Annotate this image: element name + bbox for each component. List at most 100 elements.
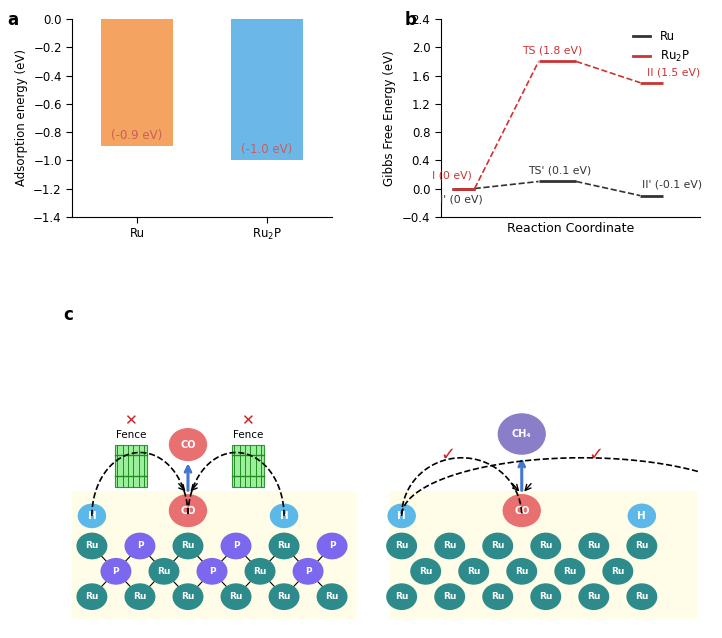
Circle shape: [628, 504, 656, 528]
Text: P: P: [136, 542, 143, 551]
Circle shape: [627, 584, 656, 609]
FancyBboxPatch shape: [70, 491, 357, 620]
Circle shape: [317, 533, 347, 559]
Circle shape: [531, 533, 560, 559]
Bar: [115, 445, 147, 487]
Circle shape: [435, 533, 464, 559]
Text: b: b: [404, 11, 417, 29]
Circle shape: [197, 559, 227, 584]
Circle shape: [387, 584, 417, 609]
Text: CO: CO: [514, 505, 529, 516]
Text: Ru: Ru: [467, 567, 480, 576]
Text: Ru: Ru: [181, 592, 195, 601]
Text: Ru: Ru: [395, 542, 409, 551]
Circle shape: [269, 584, 299, 609]
Text: Ru: Ru: [611, 567, 625, 576]
Circle shape: [293, 559, 323, 584]
Text: Fence: Fence: [116, 431, 146, 440]
Circle shape: [603, 559, 632, 584]
Circle shape: [498, 414, 545, 454]
Circle shape: [170, 429, 206, 461]
Text: I (0 eV): I (0 eV): [432, 170, 472, 180]
Circle shape: [555, 559, 585, 584]
Text: Ru: Ru: [419, 567, 432, 576]
Bar: [101, 19, 173, 146]
Circle shape: [173, 584, 203, 609]
Circle shape: [483, 584, 513, 609]
Text: P: P: [232, 542, 239, 551]
Text: TS (1.8 eV): TS (1.8 eV): [521, 46, 582, 56]
Text: Ru: Ru: [230, 592, 243, 601]
X-axis label: Reaction Coordinate: Reaction Coordinate: [507, 222, 634, 235]
Text: TS' (0.1 eV): TS' (0.1 eV): [528, 166, 591, 176]
Circle shape: [317, 584, 347, 609]
Text: ✕: ✕: [124, 413, 137, 427]
Text: I' (0 eV): I' (0 eV): [440, 195, 483, 205]
Text: Ru: Ru: [85, 592, 99, 601]
Text: P: P: [329, 542, 336, 551]
Text: Ru: Ru: [181, 542, 195, 551]
Circle shape: [531, 584, 560, 609]
Text: c: c: [63, 306, 73, 324]
Circle shape: [503, 494, 540, 526]
Circle shape: [411, 559, 440, 584]
Bar: [232, 445, 264, 487]
Legend: Ru, $\mathrm{Ru_2P}$: Ru, $\mathrm{Ru_2P}$: [628, 25, 695, 68]
Text: Ru: Ru: [539, 592, 552, 601]
Text: Fence: Fence: [232, 431, 263, 440]
Circle shape: [125, 584, 155, 609]
Text: Ru: Ru: [277, 592, 291, 601]
Text: P: P: [113, 567, 119, 576]
Text: Ru: Ru: [443, 542, 456, 551]
Text: Ru: Ru: [395, 592, 409, 601]
Text: Ru: Ru: [134, 592, 147, 601]
Text: Ru: Ru: [443, 592, 456, 601]
Circle shape: [579, 533, 609, 559]
Text: ✓: ✓: [588, 446, 603, 464]
Circle shape: [77, 533, 107, 559]
Circle shape: [579, 584, 609, 609]
Circle shape: [507, 559, 536, 584]
Circle shape: [221, 533, 251, 559]
Circle shape: [125, 533, 155, 559]
FancyBboxPatch shape: [389, 491, 697, 620]
Circle shape: [459, 559, 489, 584]
Text: Ru: Ru: [491, 592, 505, 601]
Circle shape: [627, 533, 656, 559]
Circle shape: [245, 559, 275, 584]
Text: H: H: [87, 511, 96, 521]
Text: Ru: Ru: [157, 567, 170, 576]
Text: II (1.5 eV): II (1.5 eV): [648, 67, 700, 77]
Text: Ru: Ru: [587, 542, 601, 551]
Circle shape: [435, 584, 464, 609]
Circle shape: [77, 584, 107, 609]
Text: Ru: Ru: [635, 592, 648, 601]
Circle shape: [271, 504, 297, 528]
Circle shape: [101, 559, 131, 584]
Text: H: H: [279, 511, 288, 521]
Y-axis label: Adsorption energy (eV): Adsorption energy (eV): [14, 50, 27, 186]
Text: Ru: Ru: [563, 567, 576, 576]
Text: Ru: Ru: [85, 542, 99, 551]
Text: P: P: [305, 567, 311, 576]
Text: Ru: Ru: [277, 542, 291, 551]
Text: (-1.0 eV): (-1.0 eV): [241, 143, 292, 156]
Text: CH₄: CH₄: [512, 429, 531, 439]
Circle shape: [221, 584, 251, 609]
Text: Ru: Ru: [515, 567, 529, 576]
Circle shape: [170, 494, 206, 526]
Bar: [231, 19, 303, 160]
Text: Ru: Ru: [539, 542, 552, 551]
Text: H: H: [638, 511, 646, 521]
Circle shape: [173, 533, 203, 559]
Text: CO: CO: [180, 505, 196, 516]
Text: (-0.9 eV): (-0.9 eV): [111, 129, 162, 142]
Text: CO: CO: [180, 440, 196, 450]
Text: Ru: Ru: [491, 542, 505, 551]
Circle shape: [483, 533, 513, 559]
Circle shape: [388, 504, 415, 528]
Text: ✓: ✓: [440, 446, 456, 464]
Circle shape: [387, 533, 417, 559]
Text: P: P: [209, 567, 215, 576]
Text: Ru: Ru: [326, 592, 339, 601]
